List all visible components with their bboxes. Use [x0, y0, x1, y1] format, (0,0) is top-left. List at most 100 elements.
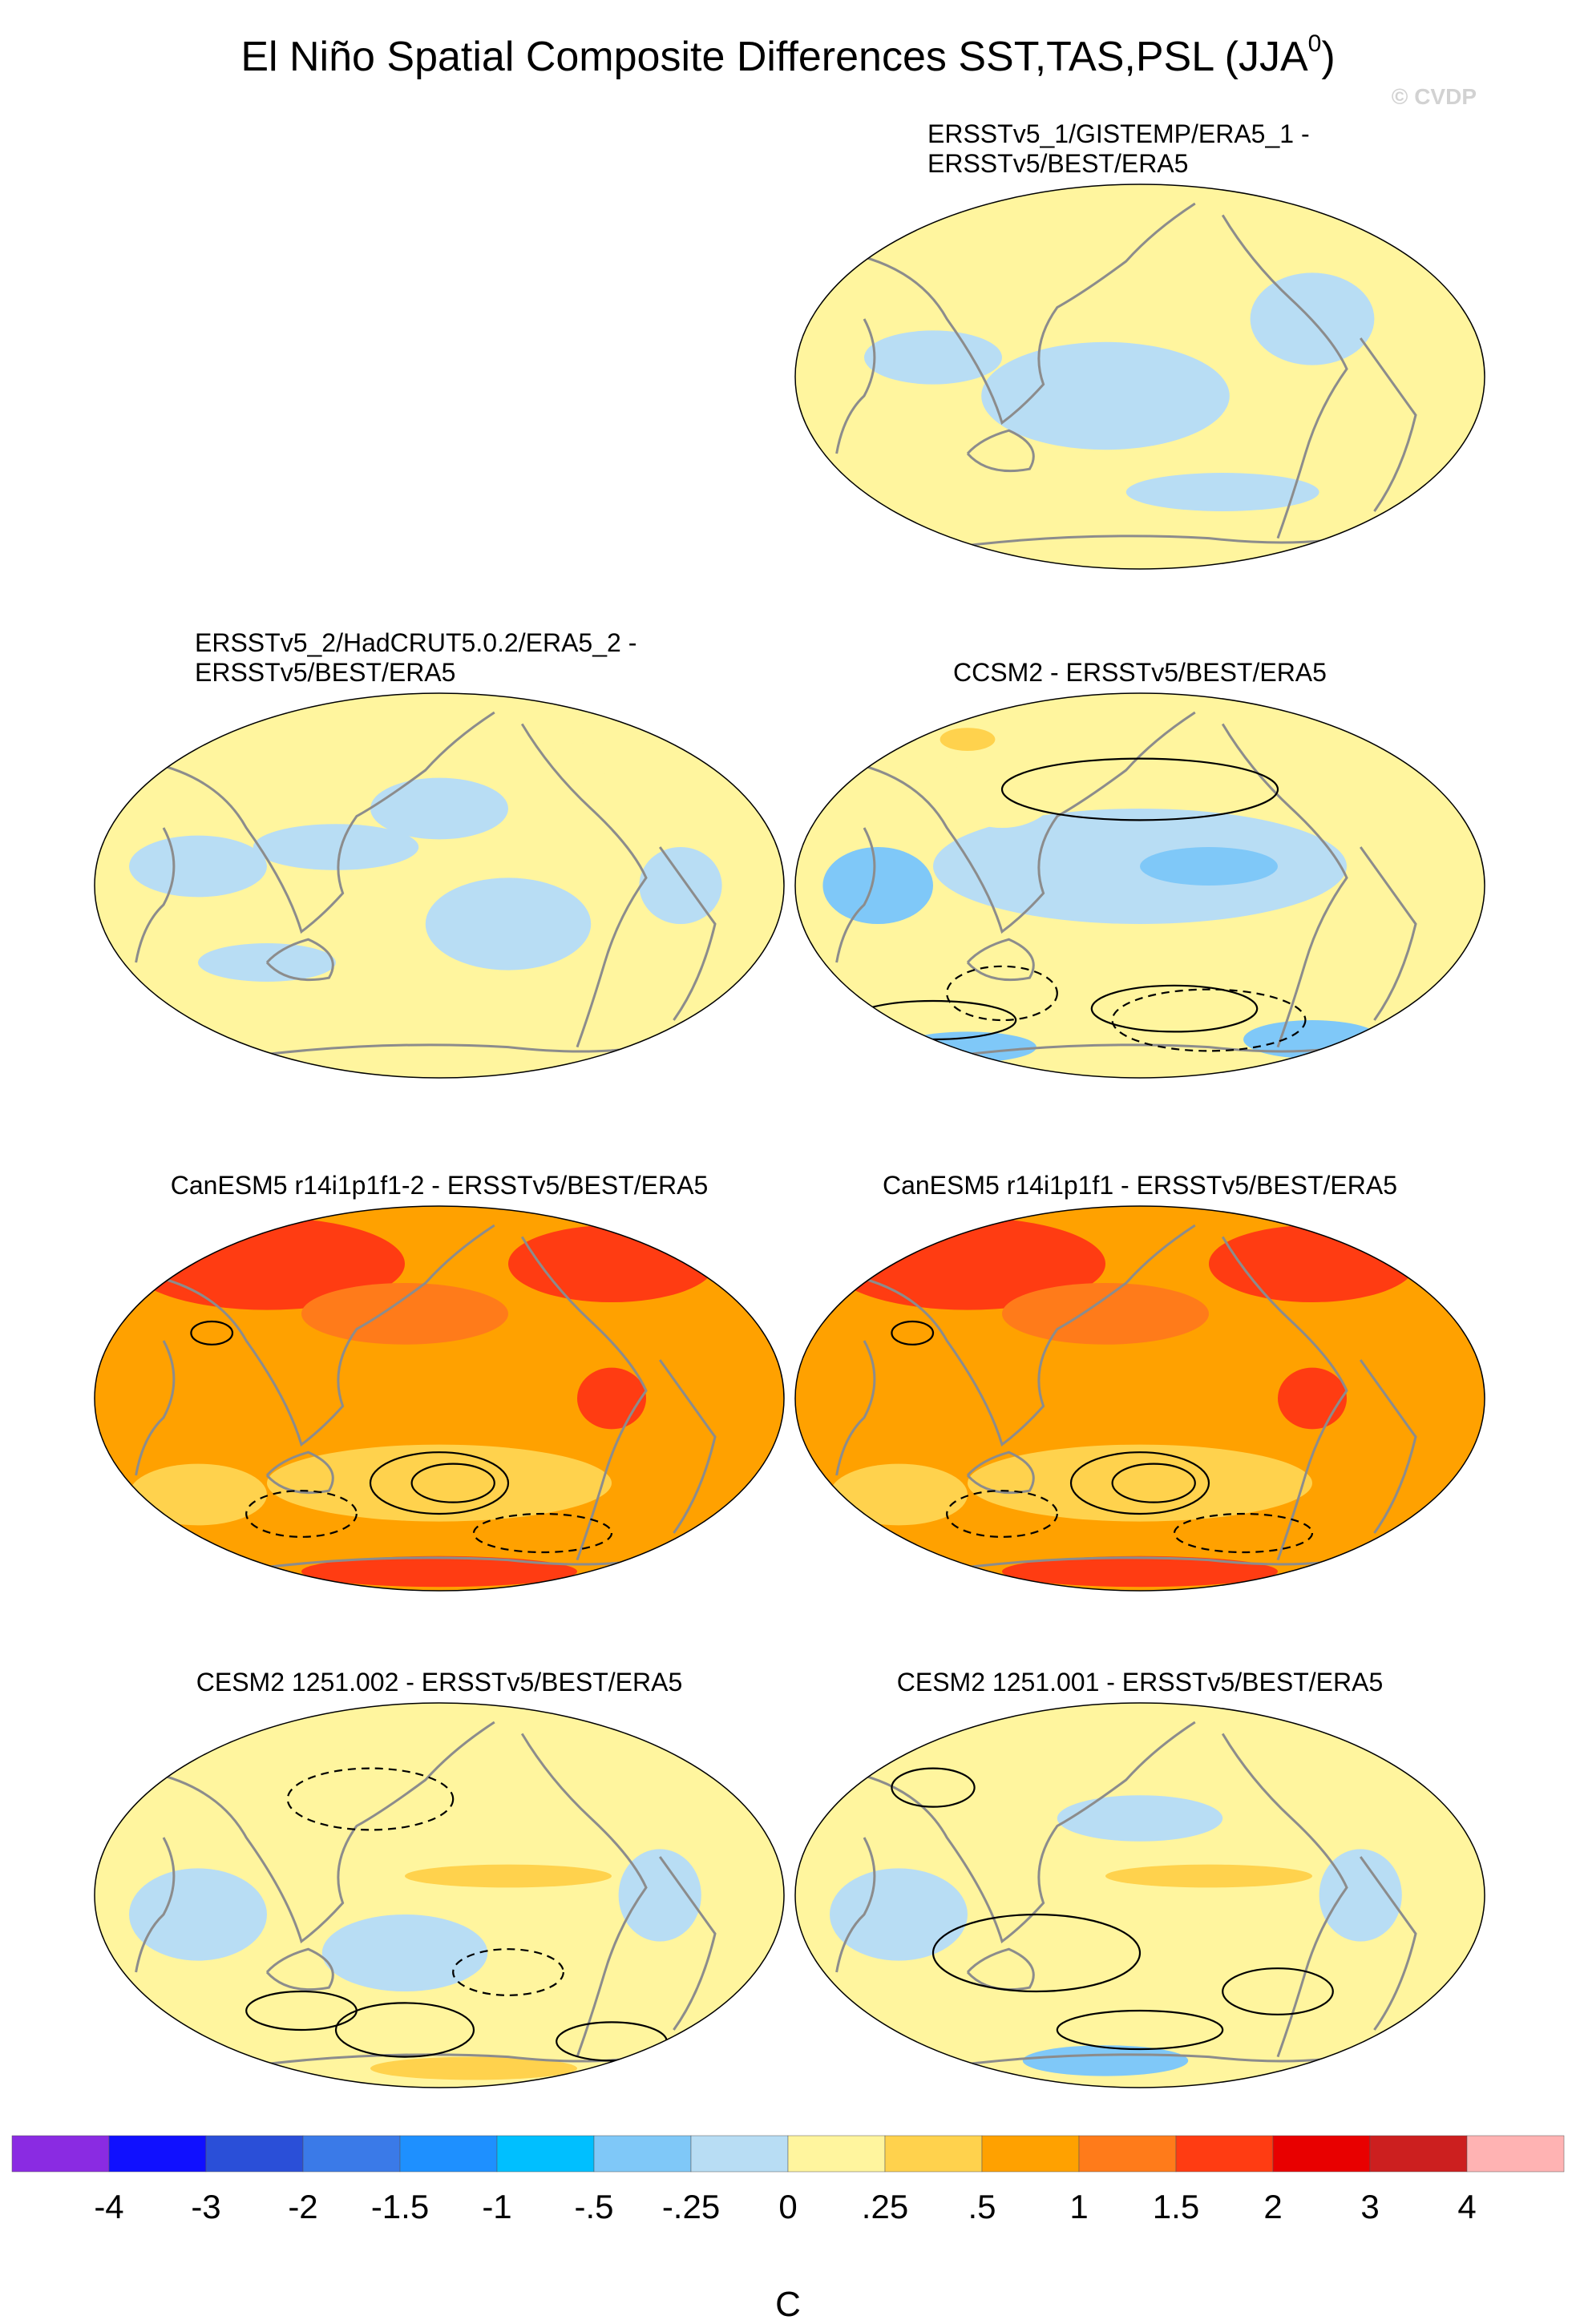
coastline — [149, 711, 495, 934]
psl-contours — [190, 1320, 613, 1554]
anomaly-patch — [543, 743, 612, 782]
coastline — [835, 827, 876, 963]
coastline — [966, 429, 1035, 473]
coastline — [1221, 214, 1348, 539]
legend-tick-label: -4 — [94, 2188, 123, 2225]
anomaly-patch — [968, 1444, 1312, 1522]
figure-title: El Niño Spatial Composite Differences SS… — [240, 30, 1335, 80]
anomaly-patch — [1105, 1864, 1312, 1888]
coastline — [520, 1236, 648, 1561]
panel-title-line-1: ERSSTv5_1/GISTEMP/ERA5_1 - — [927, 119, 1310, 148]
coastline — [135, 1340, 176, 1476]
anomaly-patch — [577, 1367, 646, 1430]
legend-swatch — [108, 2135, 207, 2173]
coastlines — [835, 1224, 1417, 1573]
legend-swatch — [884, 2135, 983, 2173]
anomaly-patch — [184, 1729, 350, 1792]
panel-title-line-1: ERSSTv5_2/HadCRUT5.0.2/ERA5_2 - — [195, 628, 636, 657]
psl-contour-line — [472, 1512, 613, 1554]
psl-contour-line — [245, 1490, 358, 1538]
panel-canesm-1: CanESM5 r14i1p1f1 - ERSSTv5/BEST/ERA5 — [794, 1171, 1485, 1592]
anomaly-patch — [830, 1868, 968, 1961]
psl-contour-line — [1090, 984, 1259, 1033]
coastline — [658, 846, 717, 1021]
legend-tick-label: -.5 — [574, 2188, 613, 2225]
anomaly-patch — [1002, 1283, 1209, 1345]
map-body — [95, 1206, 784, 1591]
anomaly-patch — [1022, 2045, 1189, 2076]
legend-swatch — [11, 2135, 110, 2173]
anomaly-patch — [1326, 777, 1396, 840]
psl-contour-line — [1111, 988, 1307, 1052]
legend-tick-label: 0 — [778, 2188, 797, 2225]
psl-contour-line — [334, 2002, 475, 2058]
anomaly-patch — [864, 330, 1002, 385]
coastline — [149, 1721, 495, 1944]
anomaly-patch — [618, 1849, 701, 1942]
coastline — [1359, 846, 1417, 1021]
panel-cesm-002: CESM2 1251.002 - ERSSTv5/BEST/ERA5 — [94, 1668, 785, 2088]
psl-contour-line — [452, 1948, 564, 1996]
psl-contours — [891, 1767, 1334, 2051]
panel-ersst2: ERSSTv5_2/HadCRUT5.0.2/ERA5_2 - ERSSTv5/… — [94, 628, 785, 1079]
anomaly-patch — [884, 1729, 1051, 1792]
legend-swatch — [981, 2135, 1080, 2173]
panel-title-line-1: CESM2 1251.002 - ERSSTv5/BEST/ERA5 — [196, 1668, 682, 1697]
coastline — [850, 1224, 1196, 1447]
map-border — [794, 1702, 1485, 2088]
legend-tick-label: .5 — [968, 2188, 996, 2225]
coastline — [265, 1947, 334, 1991]
psl-contour-line — [286, 1767, 455, 1831]
legend-tick-label: -1 — [482, 2188, 511, 2225]
map-body — [795, 1206, 1485, 1591]
panel-ccsm2: CCSM2 - ERSSTv5/BEST/ERA5 — [794, 658, 1485, 1079]
psl-contour-line — [931, 1913, 1142, 1993]
map-body — [95, 1703, 784, 2088]
anomaly-patch — [1091, 1922, 1258, 1984]
psl-contour-line — [245, 1990, 358, 2031]
map-border — [94, 1702, 785, 2088]
coastline — [658, 1359, 717, 1534]
panel-title-line-2: ERSSTv5/BEST/ERA5 — [195, 658, 455, 687]
legend-swatch — [1272, 2135, 1371, 2173]
psl-contour-line — [1173, 1512, 1314, 1554]
legend-tick-label: 1.5 — [1153, 2188, 1199, 2225]
legend-tick-label: -3 — [191, 2188, 220, 2225]
anomaly-patch — [1125, 473, 1319, 511]
coastline — [520, 723, 648, 1048]
figure-title-close: ) — [1321, 34, 1335, 80]
map-body — [795, 693, 1485, 1078]
anomaly-patch — [321, 1914, 488, 1991]
anomaly-patch — [301, 1283, 508, 1345]
coastline — [658, 1856, 717, 2031]
legend-swatch — [399, 2135, 498, 2173]
psl-contour-line — [946, 1490, 1058, 1538]
psl-contour-line — [369, 1451, 510, 1515]
colorbar-unit-label: C — [775, 2285, 801, 2324]
psl-contour-line — [1111, 1463, 1196, 1503]
psl-contour-line — [891, 1320, 935, 1346]
coastline — [966, 1450, 1035, 1495]
anomaly-patch — [425, 878, 592, 970]
coastline — [135, 1837, 176, 1973]
anomaly-patch — [1278, 1367, 1347, 1430]
panel-cesm-001: CESM2 1251.001 - ERSSTv5/BEST/ERA5 — [794, 1668, 1485, 2088]
legend-swatch — [302, 2135, 401, 2173]
anomaly-patch — [940, 728, 996, 751]
anomaly-patch — [191, 720, 274, 759]
legend-tick-label: 2 — [1263, 2188, 1282, 2225]
panel-title-line-1: CanESM5 r14i1p1f1 - ERSSTv5/BEST/ERA5 — [883, 1171, 1397, 1200]
anomaly-patch — [129, 1868, 267, 1961]
anomaly-patch — [1319, 1849, 1402, 1942]
anomaly-patch — [899, 1031, 1037, 1063]
legend-tick-label: .25 — [862, 2188, 908, 2225]
anomaly-patch — [830, 1463, 968, 1526]
legend-swatch — [1369, 2135, 1468, 2173]
panel-ersst1: ERSSTv5_1/GISTEMP/ERA5_1 - ERSSTv5/BEST/… — [794, 119, 1485, 570]
anomaly-patch — [253, 824, 419, 870]
psl-contour-line — [1069, 1451, 1210, 1515]
coastline — [850, 1721, 1196, 1944]
panel-title-line-1: CESM2 1251.001 - ERSSTv5/BEST/ERA5 — [897, 1668, 1383, 1697]
anomaly-patch — [1057, 1795, 1223, 1842]
